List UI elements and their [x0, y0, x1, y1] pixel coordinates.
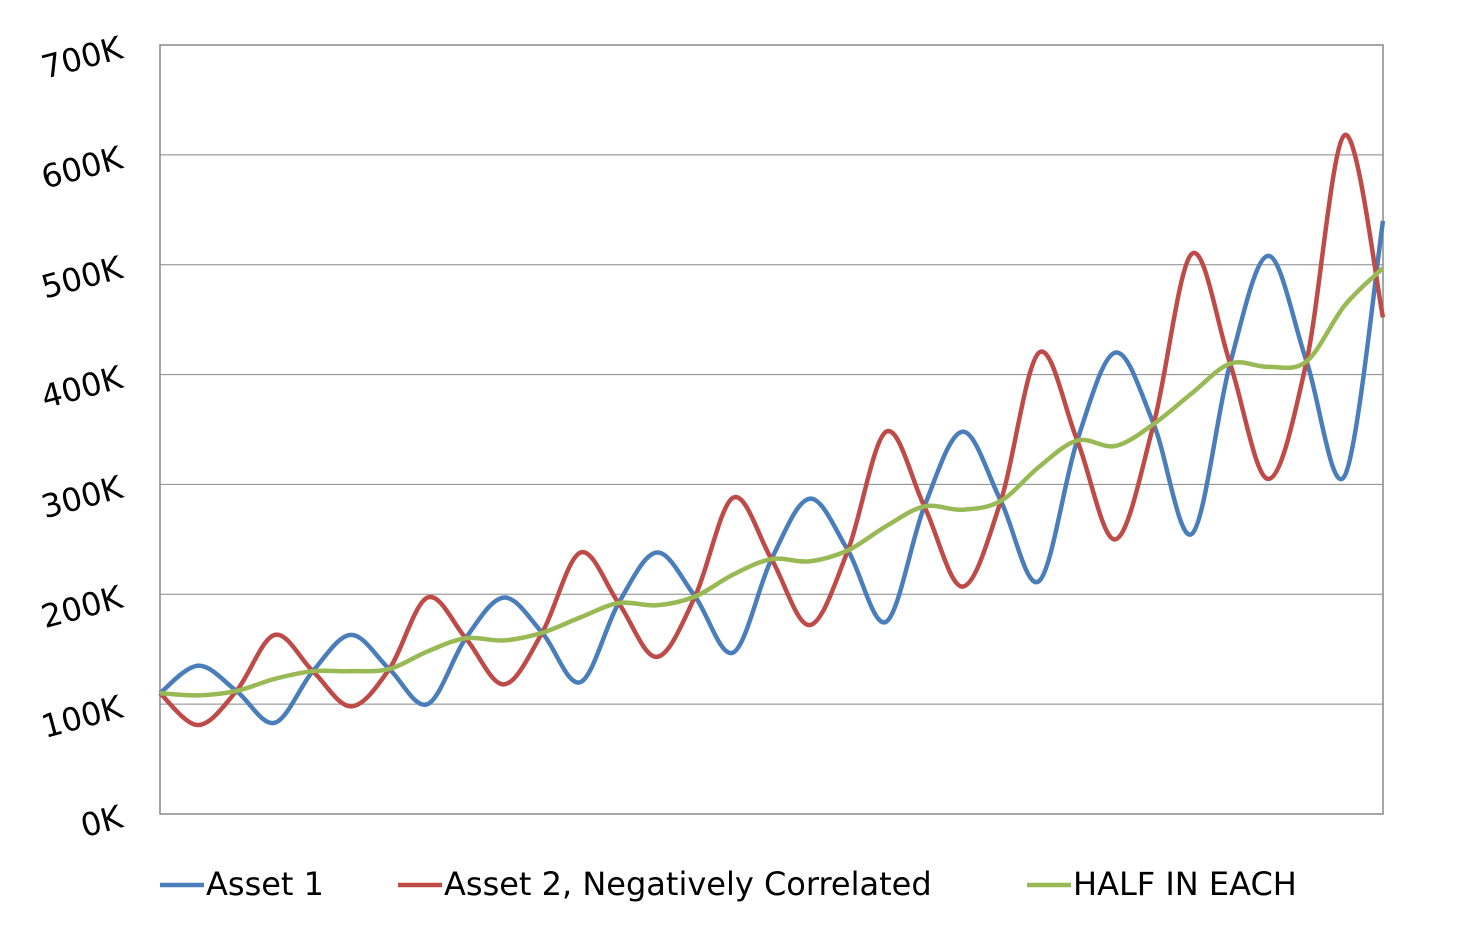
y-tick-label: 300K [37, 468, 127, 526]
y-tick-label: 100K [37, 688, 127, 746]
series-line [159, 266, 1385, 698]
y-tick-label: 500K [37, 248, 127, 306]
y-tick-label: 700K [37, 28, 127, 86]
plot-border [159, 44, 1384, 815]
series-line [158, 220, 1386, 726]
legend-label: HALF IN EACH [1073, 865, 1297, 903]
y-tick-label: 600K [37, 138, 127, 196]
legend-label: Asset 2, Negatively Correlated [444, 865, 932, 903]
y-tick-label: 200K [37, 578, 127, 636]
y-tick-label: 0K [77, 797, 128, 845]
legend-label: Asset 1 [206, 865, 324, 903]
y-tick-label: 400K [37, 358, 127, 416]
